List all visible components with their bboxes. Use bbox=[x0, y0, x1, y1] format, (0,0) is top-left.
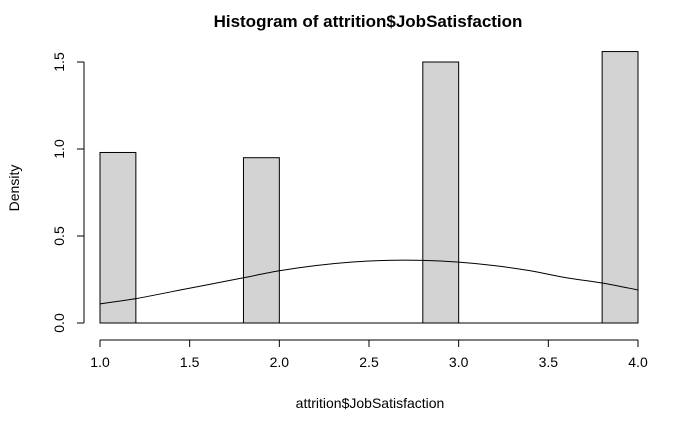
y-axis: 0.0 0.5 1.0 1.5 bbox=[51, 52, 85, 333]
x-tick-label: 1.5 bbox=[180, 354, 200, 370]
y-tick-label: 1.0 bbox=[51, 139, 67, 159]
histogram-bar-2 bbox=[242, 157, 280, 324]
y-tick-label: 0.5 bbox=[51, 226, 67, 246]
x-axis-label: attrition$JobSatisfaction bbox=[296, 395, 445, 411]
bars-group bbox=[99, 51, 639, 324]
x-tick-label: 2.5 bbox=[359, 354, 379, 370]
histogram-bar-4 bbox=[601, 51, 639, 324]
x-tick-label: 4.0 bbox=[628, 354, 648, 370]
x-tick-label: 2.0 bbox=[270, 354, 290, 370]
histogram-bar-1 bbox=[99, 151, 137, 324]
density-curve bbox=[99, 259, 639, 305]
y-tick-label: 0.0 bbox=[51, 313, 67, 333]
x-tick-label: 3.0 bbox=[449, 354, 469, 370]
x-tick-label: 1.0 bbox=[90, 354, 110, 370]
y-tick-label: 1.5 bbox=[51, 52, 67, 72]
chart-title: Histogram of attrition$JobSatisfaction bbox=[214, 12, 523, 31]
x-tick-label: 3.5 bbox=[539, 354, 559, 370]
histogram-bar-3 bbox=[422, 61, 460, 324]
y-axis-label: Density bbox=[6, 165, 22, 212]
x-axis: 1.0 1.5 2.0 2.5 3.0 3.5 4.0 bbox=[90, 339, 648, 370]
